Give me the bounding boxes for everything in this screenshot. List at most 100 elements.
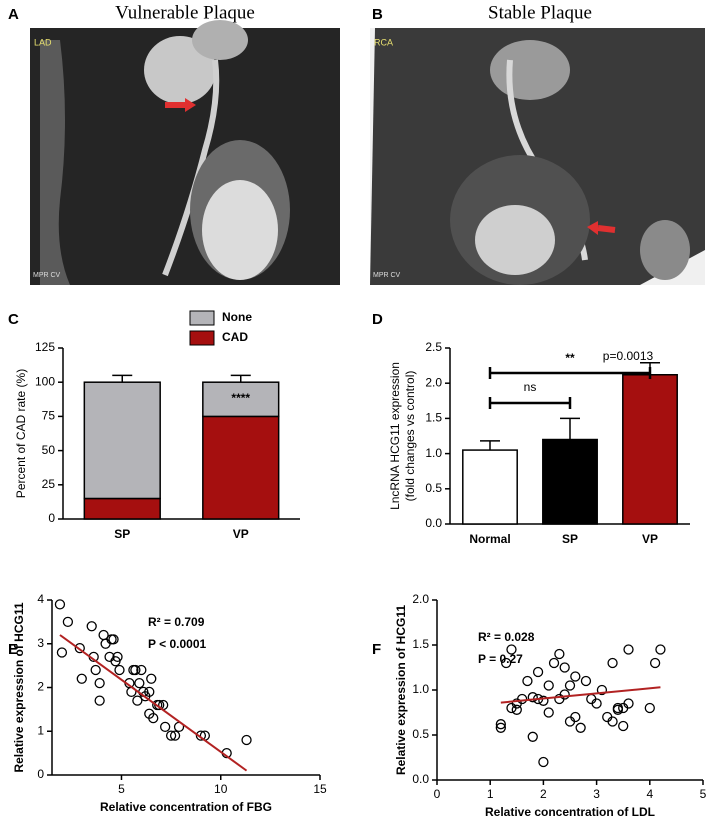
y-tick-label: 0.5: [425, 481, 442, 495]
point: [543, 680, 554, 691]
x-tick-label: 15: [313, 782, 327, 796]
point: [90, 664, 101, 676]
x-tick-label: Normal: [469, 532, 510, 546]
y-tick-label: 0: [48, 511, 55, 525]
point: [607, 657, 618, 669]
y-tick-label: 75: [42, 409, 56, 423]
point: [160, 721, 171, 733]
bar-segment: [83, 381, 161, 500]
point: [607, 716, 618, 727]
point: [543, 707, 554, 718]
y-tick-label: 0: [37, 767, 44, 781]
point: [130, 664, 141, 676]
point: [241, 734, 252, 746]
panel-letter: B: [372, 6, 383, 23]
point: [165, 730, 177, 741]
point: [134, 677, 145, 689]
x-axis-label: Relative concentration of LDL: [485, 805, 655, 819]
annotation: R² = 0.028: [478, 630, 535, 644]
x-tick-label: 0: [434, 787, 441, 801]
point: [76, 673, 87, 684]
point: [146, 673, 157, 684]
x-tick-label: 5: [700, 787, 707, 801]
point: [108, 634, 119, 645]
y-tick-label: 1.0: [425, 446, 442, 460]
point: [56, 647, 68, 658]
x-tick-label: 3: [593, 787, 600, 801]
y-tick-label: 1.5: [425, 411, 442, 425]
point: [54, 599, 66, 610]
y-tick-label: 25: [42, 477, 56, 491]
bar-segment: [83, 497, 161, 520]
x-tick-label: 5: [118, 782, 125, 796]
bar: [542, 438, 598, 525]
y-tick-label: 1.5: [412, 637, 429, 651]
point: [94, 677, 105, 689]
point: [511, 704, 522, 715]
legend-swatch: [189, 330, 215, 346]
point: [575, 722, 586, 733]
y-tick-label: 125: [35, 340, 55, 354]
x-axis-label: Relative concentration of FBG: [100, 800, 272, 814]
point: [501, 657, 512, 669]
panel-letter: F: [372, 641, 381, 658]
y-axis-label: Percent of CAD rate (%): [14, 369, 28, 498]
panel-letter: E: [8, 641, 18, 658]
y-tick-label: 2.5: [425, 340, 442, 354]
x-tick-label: VP: [642, 532, 658, 546]
image-title: Stable Plaque: [488, 2, 592, 23]
y-axis-label: LncRNA HCG11 expression: [388, 362, 402, 510]
point: [495, 722, 506, 733]
point: [495, 719, 506, 730]
bar: [622, 374, 678, 525]
point: [532, 666, 544, 678]
legend-label: None: [222, 310, 252, 324]
point: [623, 698, 634, 709]
annotation: p=0.0013: [603, 349, 654, 363]
point: [144, 686, 155, 698]
y-axis-label: (fold changes vs control): [403, 371, 417, 502]
point: [591, 698, 602, 709]
point: [649, 657, 661, 669]
y-tick-label: 100: [35, 374, 55, 388]
point: [62, 616, 74, 628]
annotation: ns: [524, 380, 537, 394]
point: [554, 648, 565, 660]
fit-line: [500, 686, 661, 704]
point: [580, 675, 592, 687]
bar-segment: [202, 381, 280, 418]
panel-letter: D: [372, 311, 383, 328]
x-tick-label: VP: [233, 527, 249, 541]
point: [623, 644, 634, 655]
point: [596, 684, 608, 696]
point: [169, 730, 181, 741]
point: [74, 642, 85, 654]
y-tick-label: 2.0: [412, 592, 429, 606]
x-tick-label: 10: [214, 782, 228, 796]
annotation: P = 0.27: [478, 652, 523, 666]
point: [538, 695, 549, 706]
point: [644, 702, 655, 714]
point: [618, 720, 629, 732]
y-tick-label: 1: [37, 723, 44, 737]
y-tick-label: 1.0: [412, 682, 429, 696]
bar-segment: [202, 415, 280, 520]
y-tick-label: 50: [42, 443, 56, 457]
y-tick-label: 3: [37, 636, 44, 650]
point: [548, 657, 560, 669]
y-tick-label: 4: [37, 592, 44, 606]
x-tick-label: SP: [114, 527, 130, 541]
mode-label: MPR CV: [33, 272, 61, 279]
point: [516, 693, 528, 705]
bar: [462, 449, 518, 525]
image-title: Vulnerable Plaque: [115, 2, 255, 23]
point: [564, 680, 576, 691]
x-tick-label: SP: [562, 532, 578, 546]
x-tick-label: 2: [540, 787, 547, 801]
point: [527, 692, 538, 703]
annotation: R² = 0.709: [148, 615, 205, 629]
mode-label: MPR CV: [373, 272, 401, 279]
y-axis-label: Relative expression of HCG11: [12, 602, 26, 772]
point: [195, 730, 207, 741]
